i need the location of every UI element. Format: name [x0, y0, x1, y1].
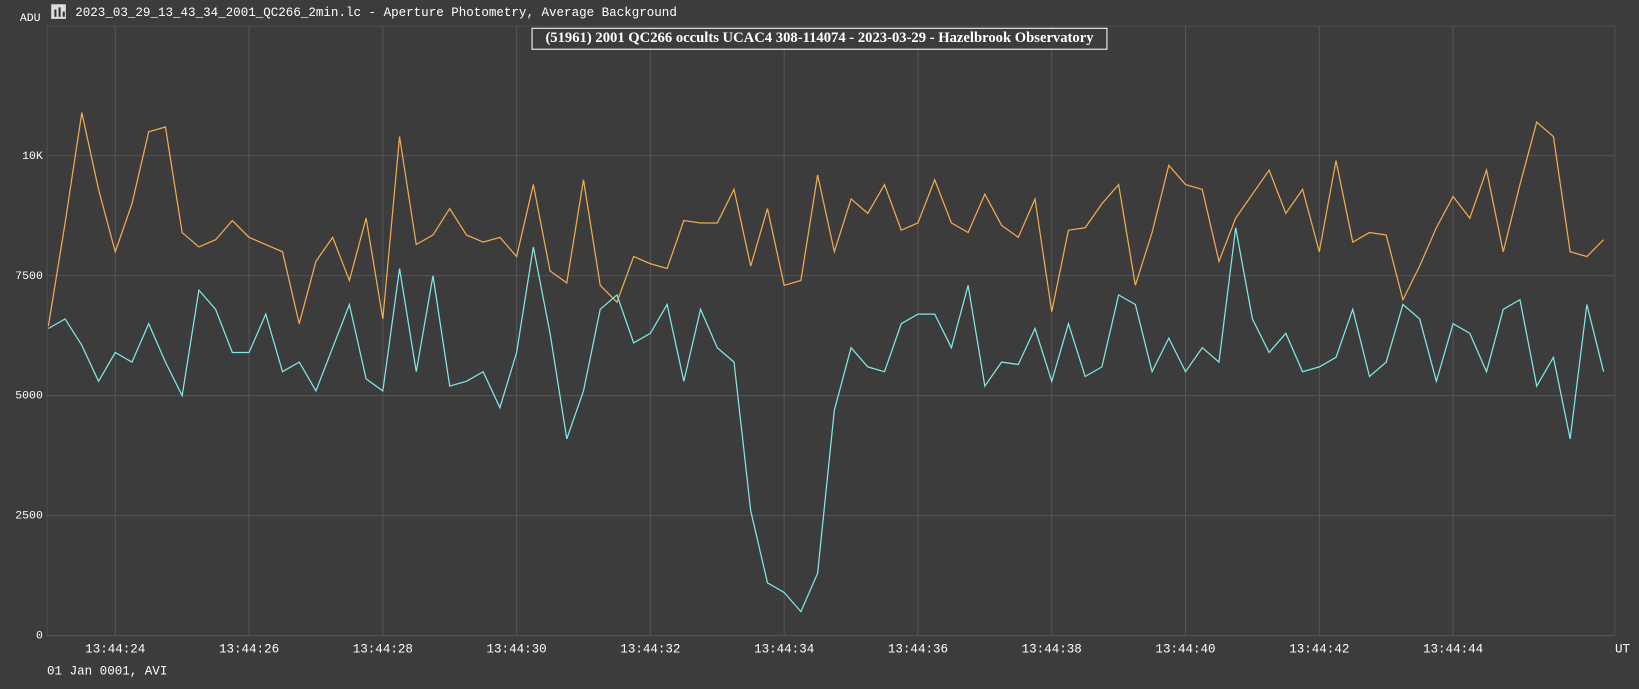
y-tick-label: 10K — [22, 150, 43, 163]
chart-title: (51961) 2001 QC266 occults UCAC4 308-114… — [545, 30, 1094, 46]
window-icon-bar — [58, 7, 61, 17]
x-tick-label: 13:44:26 — [219, 643, 279, 657]
x-tick-label: 13:44:44 — [1423, 643, 1483, 657]
x-tick-label: 13:44:40 — [1155, 643, 1215, 657]
y-tick-label: 0 — [36, 630, 43, 643]
x-tick-label: 13:44:38 — [1022, 643, 1082, 657]
footer: 01 Jan 0001, AVI — [47, 664, 167, 678]
series-line — [48, 227, 1605, 613]
title-box — [531, 27, 1108, 50]
y-axis-label: ADU — [20, 12, 41, 25]
y-tick-label: 2500 — [15, 510, 43, 523]
x-tick-label: 13:44:34 — [754, 643, 814, 657]
x-tick-label: 13:44:36 — [888, 643, 948, 657]
x-tick-label: 13:44:30 — [487, 643, 547, 657]
plot-area — [46, 25, 1616, 637]
y-tick-label: 7500 — [15, 270, 43, 283]
window-title: 2023_03_29_13_43_34_2001_QC266_2min.lc -… — [75, 6, 677, 20]
window-icon-bar — [62, 11, 65, 17]
x-axis-label: UT — [1615, 643, 1631, 657]
y-tick-label: 5000 — [15, 390, 43, 403]
window-icon-bar — [54, 9, 57, 17]
x-tick-label: 13:44:28 — [353, 643, 413, 657]
x-tick-label: 13:44:42 — [1289, 643, 1349, 657]
x-tick-label: 13:44:24 — [85, 643, 145, 657]
series-line — [47, 112, 1605, 327]
x-tick-label: 13:44:32 — [620, 643, 680, 657]
